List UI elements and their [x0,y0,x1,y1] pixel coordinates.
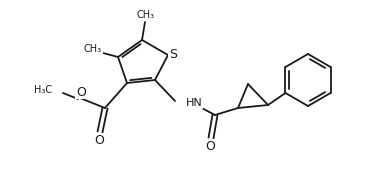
Text: O: O [76,85,86,98]
Text: H₃C: H₃C [34,85,52,95]
Text: CH₃: CH₃ [84,44,102,54]
Text: O: O [205,139,215,152]
Text: CH₃: CH₃ [137,10,155,20]
Text: S: S [169,48,177,61]
Text: HN: HN [186,98,203,108]
Text: O: O [94,134,104,147]
